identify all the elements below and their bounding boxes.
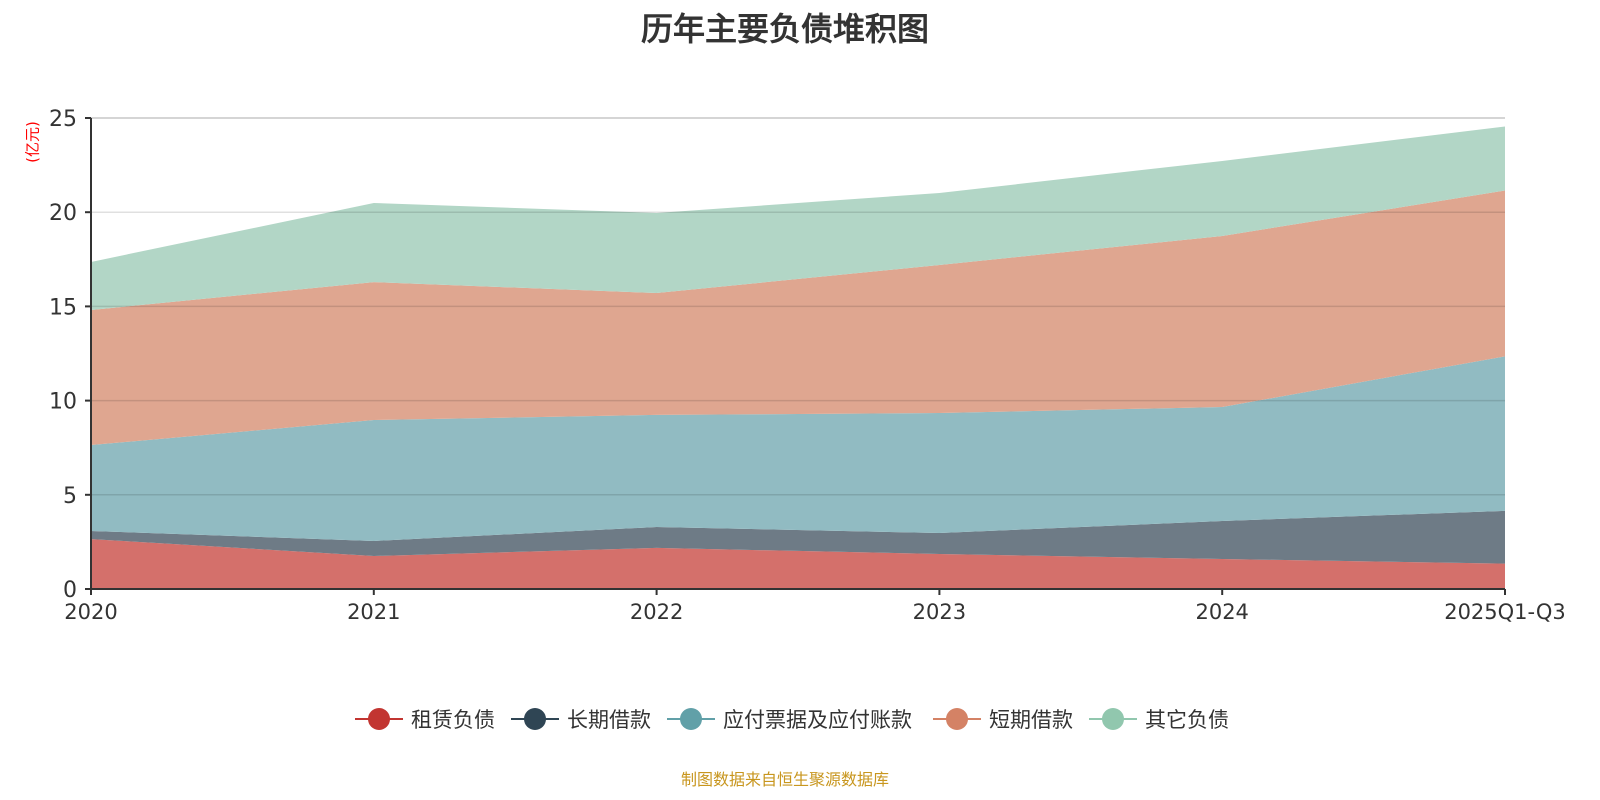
x-tick-label: 2025Q1-Q3 xyxy=(1444,600,1566,624)
legend-marker-0 xyxy=(368,708,390,730)
x-tick-label: 2022 xyxy=(630,600,683,624)
data-source-note: 制图数据来自恒生聚源数据库 xyxy=(680,770,889,789)
legend-label-2: 应付票据及应付账款 xyxy=(723,708,912,732)
y-tick-label: 5 xyxy=(63,484,77,509)
x-tick-label: 2020 xyxy=(64,600,117,624)
x-tick-label: 2021 xyxy=(347,600,400,624)
legend-marker-3 xyxy=(946,708,968,730)
x-tick-label: 2023 xyxy=(913,600,966,624)
area-series-4 xyxy=(91,126,1505,310)
legend-label-4: 其它负债 xyxy=(1145,708,1229,732)
y-tick-label: 15 xyxy=(49,295,77,320)
chart-title: 历年主要负债堆积图 xyxy=(640,10,929,48)
area-series-0 xyxy=(91,539,1505,589)
area-series-3 xyxy=(91,190,1505,446)
area-series-1 xyxy=(91,510,1505,564)
y-tick-label: 0 xyxy=(63,578,77,603)
stacked-area-chart: 0 5 10 15 20 25 2020 2021 2022 2023 2024 2025Q1-Q3 租… xyxy=(49,107,1566,732)
y-tick-label: 10 xyxy=(49,390,77,415)
legend-marker-2 xyxy=(680,708,702,730)
legend-label-0: 租赁负债 xyxy=(411,708,495,732)
legend-label-3: 短期借款 xyxy=(989,708,1073,732)
legend-label-1: 长期借款 xyxy=(567,708,651,732)
area-series-2 xyxy=(91,356,1505,541)
legend-marker-1 xyxy=(524,708,546,730)
y-tick-label: 25 xyxy=(49,107,77,132)
y-tick-label: 20 xyxy=(49,201,77,226)
legend-marker-4 xyxy=(1102,708,1124,730)
x-tick-label: 2024 xyxy=(1195,600,1248,624)
